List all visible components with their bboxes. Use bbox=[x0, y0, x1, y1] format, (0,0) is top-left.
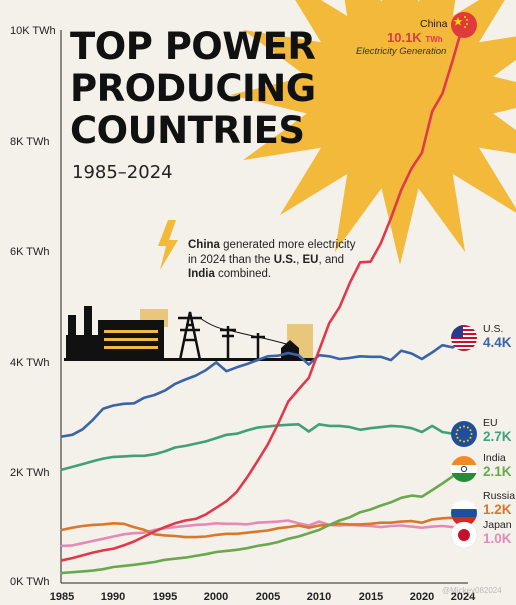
china-flag-icon bbox=[451, 12, 477, 38]
japan-flag-icon bbox=[451, 522, 477, 548]
x-tick-label: 2020 bbox=[409, 591, 435, 603]
x-tick-label: 2005 bbox=[255, 591, 281, 603]
x-tick-label: 1990 bbox=[100, 591, 126, 603]
watermark-text: @Mickey082024 bbox=[442, 586, 502, 595]
india-label-name: India bbox=[483, 452, 506, 464]
us-flag-icon bbox=[451, 325, 477, 351]
us-label-value: 4.4K bbox=[483, 335, 512, 350]
series-line-eu bbox=[60, 423, 465, 471]
russia-label-value: 1.2K bbox=[483, 502, 512, 517]
india-flag-icon bbox=[451, 456, 477, 482]
x-tick-label: 2010 bbox=[306, 591, 332, 603]
series-line-russia bbox=[60, 515, 465, 539]
china-value-unit: TWh bbox=[425, 35, 443, 44]
eu-label-name: EU bbox=[483, 417, 498, 429]
power-infrastructure-illustration bbox=[64, 306, 314, 361]
annotation-india: India bbox=[188, 268, 215, 280]
y-tick-label: 0K TWh bbox=[10, 576, 50, 588]
x-tick-label: 1985 bbox=[49, 591, 75, 603]
lightning-bolt-icon bbox=[158, 220, 178, 270]
series-lines bbox=[60, 23, 465, 575]
annotation-text-1: generated more electricity in 2024 than … bbox=[188, 239, 356, 266]
eu-flag-icon bbox=[451, 421, 477, 447]
x-tick-label: 1995 bbox=[152, 591, 178, 603]
india-label-value: 2.1K bbox=[483, 464, 512, 479]
eu-label-value: 2.7K bbox=[483, 429, 512, 444]
china-label-value: 10.1K TWh bbox=[387, 30, 443, 45]
y-tick-label: 6K TWh bbox=[10, 246, 50, 258]
y-tick-label: 4K TWh bbox=[10, 357, 50, 369]
china-value-number: 10.1K bbox=[387, 30, 422, 45]
y-tick-label: 8K TWh bbox=[10, 136, 50, 148]
china-label-name: China bbox=[420, 18, 448, 30]
x-tick-label: 2015 bbox=[358, 591, 384, 603]
series-line-japan bbox=[60, 519, 465, 548]
russia-label-name: Russia bbox=[483, 490, 516, 502]
annotation-eu: EU bbox=[302, 253, 319, 266]
page-subtitle: 1985–2024 bbox=[72, 162, 173, 183]
x-tick-label: 2024 bbox=[450, 591, 476, 603]
annotation-text-2: combined. bbox=[214, 268, 272, 280]
annotation-sep: , bbox=[296, 253, 303, 266]
sun-decoration bbox=[230, 0, 516, 265]
annotation-country: China bbox=[188, 239, 220, 251]
series-line-us bbox=[60, 338, 465, 438]
annotation-text: China generated more electricity in 2024… bbox=[188, 238, 363, 282]
series-line-india bbox=[60, 465, 465, 575]
page-title: TOP POWER PRODUCING COUNTRIES bbox=[70, 25, 316, 152]
x-tick-label: 2000 bbox=[203, 591, 229, 603]
series-line-china bbox=[60, 23, 465, 562]
japan-label-value: 1.0K bbox=[483, 531, 512, 546]
japan-label-name: Japan bbox=[483, 519, 512, 531]
annotation-us: U.S. bbox=[273, 253, 297, 266]
us-label-name: U.S. bbox=[483, 323, 504, 335]
russia-flag-icon bbox=[451, 500, 477, 526]
y-tick-label: 10K TWh bbox=[10, 25, 56, 37]
y-tick-label: 2K TWh bbox=[10, 467, 50, 479]
china-label-subtitle: Electricity Generation bbox=[356, 46, 447, 57]
annotation-and: , and bbox=[318, 253, 345, 266]
